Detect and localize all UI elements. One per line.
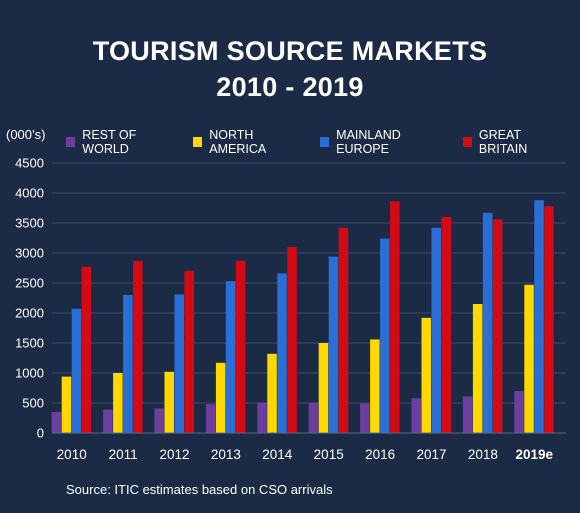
y-tick-label: 4500 <box>15 156 44 171</box>
bar-rest-of-world-2014 <box>257 402 267 433</box>
legend-label-north-america: NORTH AMERICA <box>209 128 267 156</box>
bar-north-america-2014 <box>267 353 277 433</box>
x-tick-label: 2016 <box>365 447 395 462</box>
x-tick-label: 2012 <box>159 447 189 462</box>
bar-rest-of-world-2012 <box>154 408 164 433</box>
bar-great-britain-2013 <box>235 260 246 433</box>
legend: REST OF WORLD NORTH AMERICA MAINLAND EUR… <box>66 128 580 156</box>
bar-mainland-europe-2017 <box>431 227 441 433</box>
legend-item-rest-of-world: REST OF WORLD <box>66 128 179 156</box>
bar-rest-of-world-2016 <box>360 403 370 433</box>
bar-north-america-2019e <box>524 284 534 433</box>
bar-rest-of-world-2010 <box>51 412 62 433</box>
x-tick-label: 2011 <box>109 447 138 462</box>
bar-great-britain-2011 <box>133 260 143 433</box>
legend-swatch-mainland-europe <box>319 137 330 147</box>
bar-mainland-europe-2011 <box>123 295 133 433</box>
legend-item-mainland-europe: MAINLAND EUROPE <box>319 128 449 156</box>
bar-rest-of-world-2018 <box>462 396 473 433</box>
bar-great-britain-2019e <box>544 206 554 433</box>
bar-north-america-2012 <box>164 371 174 433</box>
bar-mainland-europe-2018 <box>482 212 493 433</box>
chart-subtitle: 2010 - 2019 <box>216 72 364 102</box>
y-tick-label: 3500 <box>15 216 44 231</box>
y-tick-label: 4000 <box>15 186 44 201</box>
bar-mainland-europe-2016 <box>380 238 390 433</box>
x-tick-label: 2010 <box>57 447 87 462</box>
bar-great-britain-2014 <box>287 247 297 433</box>
bar-mainland-europe-2012 <box>174 294 184 433</box>
bar-north-america-2011 <box>113 373 123 433</box>
bar-rest-of-world-2011 <box>103 409 113 433</box>
y-tick-label: 1500 <box>15 336 44 351</box>
bar-great-britain-2012 <box>184 271 194 433</box>
y-tick-label: 500 <box>22 396 44 411</box>
bar-north-america-2018 <box>472 304 483 433</box>
bar-great-britain-2015 <box>338 227 349 433</box>
bar-north-america-2010 <box>61 376 72 433</box>
bar-north-america-2013 <box>215 362 226 433</box>
y-tick-label: 2500 <box>15 276 44 291</box>
legend-swatch-north-america <box>192 137 203 147</box>
bar-great-britain-2016 <box>390 201 400 433</box>
bar-rest-of-world-2013 <box>205 404 216 433</box>
bar-great-britain-2017 <box>441 217 451 433</box>
x-tick-label: 2015 <box>314 447 344 462</box>
bar-mainland-europe-2014 <box>277 273 287 433</box>
bar-north-america-2016 <box>370 339 380 433</box>
bar-north-america-2017 <box>421 317 431 433</box>
bar-mainland-europe-2013 <box>225 281 236 433</box>
bar-great-britain-2018 <box>492 219 503 433</box>
chart-title: TOURISM SOURCE MARKETS <box>92 36 488 66</box>
y-axis-unit-label: (000’s) <box>6 127 46 142</box>
y-tick-label: 0 <box>37 426 44 441</box>
bar-north-america-2015 <box>318 343 329 433</box>
bar-mainland-europe-2010 <box>71 308 82 433</box>
x-tick-label: 2019e <box>516 447 554 462</box>
x-tick-label: 2013 <box>211 447 241 462</box>
y-tick-label: 3000 <box>15 246 44 261</box>
x-tick-label: 2017 <box>416 447 446 462</box>
y-tick-label: 1000 <box>15 366 44 381</box>
source-note: Source: ITIC estimates based on CSO arri… <box>66 482 333 497</box>
bar-rest-of-world-2019e <box>514 391 524 433</box>
legend-item-great-britain: GREAT BRITAIN <box>462 128 566 156</box>
legend-label-great-britain: GREAT BRITAIN <box>478 128 528 156</box>
x-tick-label: 2014 <box>262 447 293 462</box>
bar-rest-of-world-2017 <box>411 398 421 433</box>
bar-mainland-europe-2019e <box>534 200 544 433</box>
legend-label-mainland-europe: MAINLAND EUROPE <box>336 128 401 156</box>
legend-label-rest-of-world: REST OF WORLD <box>82 128 137 156</box>
legend-swatch-great-britain <box>462 137 472 147</box>
legend-swatch-rest-of-world <box>66 137 76 147</box>
legend-item-north-america: NORTH AMERICA <box>192 128 306 156</box>
bar-rest-of-world-2015 <box>308 402 319 433</box>
y-tick-label: 2000 <box>15 306 44 321</box>
bar-great-britain-2010 <box>81 266 92 433</box>
bar-mainland-europe-2015 <box>328 256 339 433</box>
x-tick-label: 2018 <box>468 447 498 462</box>
